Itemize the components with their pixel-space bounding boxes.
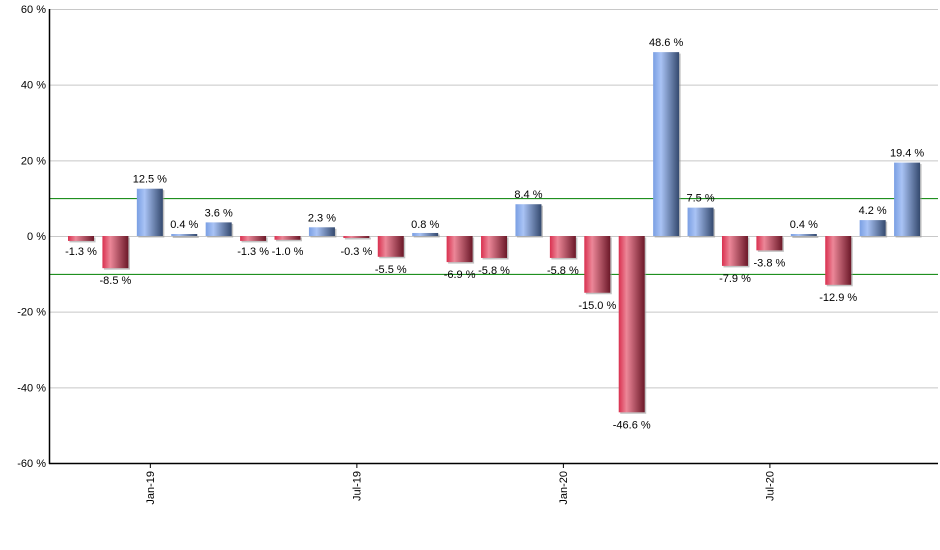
data-label: 3.6 % — [205, 207, 233, 219]
bar-shadow — [792, 235, 819, 238]
data-label: 12.5 % — [133, 174, 167, 186]
x-tick-label: Jan-20 — [558, 471, 570, 505]
y-tick-label: 0 % — [27, 231, 46, 243]
bar-negative — [721, 236, 748, 266]
data-label: 19.4 % — [890, 148, 924, 160]
data-label: -1.0 % — [272, 246, 304, 258]
bar-positive — [859, 220, 886, 236]
data-label: -5.8 % — [478, 265, 510, 277]
bar-positive — [412, 232, 439, 236]
data-label: -7.9 % — [719, 273, 751, 285]
bar-positive — [515, 204, 542, 236]
data-label: -12.9 % — [819, 292, 857, 304]
x-axis-labels: Jan-19 Jul-19 Jan-20 Jul-20 — [145, 471, 777, 505]
bar-negative — [274, 236, 301, 240]
bar-positive — [653, 52, 680, 236]
y-axis-labels: 60 % 40 % 20 % 0 % -20 % -40 % -60 % — [17, 4, 46, 470]
x-tick-label: Jul-20 — [764, 471, 776, 501]
bar-positive — [308, 227, 335, 236]
y-tick-label: -20 % — [17, 307, 46, 319]
bar-positive — [894, 162, 921, 236]
data-label: 8.4 % — [514, 189, 542, 201]
y-tick-label: -60 % — [17, 458, 46, 470]
bar-negative — [549, 236, 576, 258]
data-label: 4.2 % — [859, 205, 887, 217]
data-label: 2.3 % — [308, 212, 336, 224]
axes — [48, 9, 938, 468]
y-tick-label: -40 % — [17, 382, 46, 394]
bars — [68, 52, 922, 414]
bar-negative — [68, 236, 94, 241]
bar-negative — [481, 236, 508, 258]
data-label: 0.8 % — [411, 219, 439, 231]
bar-positive — [205, 222, 232, 236]
data-label: 0.4 % — [790, 219, 818, 231]
y-tick-label: 20 % — [21, 155, 46, 167]
bar-negative — [756, 236, 783, 251]
bar-negative — [825, 236, 852, 285]
bar-positive — [171, 234, 198, 236]
data-label: -1.3 % — [237, 246, 269, 258]
bar-negative — [618, 236, 645, 413]
y-tick-label: 60 % — [21, 4, 46, 16]
bar-negative — [584, 236, 611, 293]
bar-negative — [377, 236, 404, 257]
data-label: -6.9 % — [444, 269, 476, 281]
data-labels: -1.3 %-8.5 %12.5 %0.4 %3.6 %-1.3 % -1.0 %… — [65, 37, 924, 431]
bar-positive — [790, 234, 817, 236]
data-label: -5.8 % — [547, 265, 579, 277]
data-label: 0.4 % — [170, 219, 198, 231]
data-label: -3.8 % — [754, 257, 786, 269]
bar-positive — [136, 188, 163, 236]
y-tick-label: 40 % — [21, 80, 46, 92]
bar-negative — [240, 236, 267, 241]
data-label: 7.5 % — [686, 193, 714, 205]
bar-negative — [102, 236, 129, 269]
data-label: -8.5 % — [100, 275, 132, 287]
data-label: 48.6 % — [649, 37, 683, 49]
data-label: -1.3 % — [65, 246, 97, 258]
bar-negative — [446, 236, 473, 263]
x-tick-label: Jan-19 — [145, 471, 157, 505]
bar-negative — [343, 236, 370, 238]
bar-shadow — [344, 237, 371, 240]
data-label: -0.3 % — [340, 246, 372, 258]
reference-lines — [49, 198, 938, 275]
data-label: -46.6 % — [613, 419, 651, 431]
data-label: -15.0 % — [578, 300, 616, 312]
bar-shadow — [172, 235, 199, 238]
x-tick-label: Jul-19 — [351, 471, 363, 501]
bar-positive — [687, 207, 714, 236]
data-label: -5.5 % — [375, 264, 407, 276]
